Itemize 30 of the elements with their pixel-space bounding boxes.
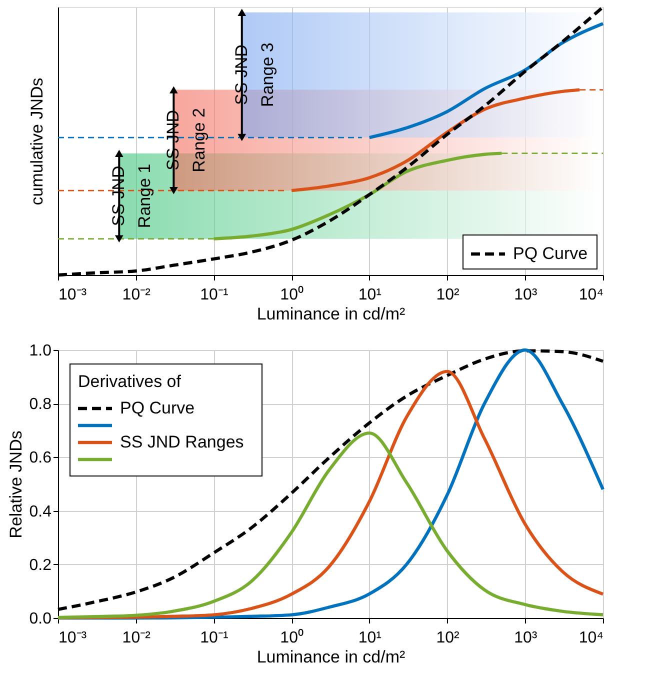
y-tick-label: 0.6 [29,450,52,467]
y-tick-label: 0.8 [29,396,52,414]
y-tick-label: 0.2 [29,556,52,574]
y-axis-title: cumulative JNDs [28,78,46,206]
x-tick-label: 10⁴ [578,286,604,304]
legend-label: SS JND Ranges [120,432,244,452]
x-axis-title: Luminance in cd/m² [256,304,406,324]
x-tick-label: 10⁰ [280,628,304,646]
y-tick-label: 1.0 [29,342,52,360]
x-tick-label: 10² [436,630,460,646]
x-tick-label: 10⁻³ [58,286,88,304]
x-tick-label: 10⁰ [280,286,304,304]
x-tick-label: 10⁴ [578,630,604,646]
x-tick-label: 10⁻³ [58,630,88,646]
x-tick-label: 10⁻² [122,630,152,646]
legend-label: PQ Curve [120,398,195,418]
y-tick-label: 0.0 [29,610,52,628]
x-tick-label: 10³ [514,286,538,304]
x-tick-label: 10¹ [358,286,382,304]
x-tick-label: 10² [436,286,460,304]
y-tick-label: 0.4 [29,503,52,520]
x-tick-label: 10¹ [358,630,382,646]
legend-title: Derivatives of [78,372,182,391]
x-tick-label: 10³ [514,630,538,646]
x-tick-label: 10⁻¹ [200,286,228,304]
x-tick-label: 10⁻² [122,286,152,304]
x-axis-title: Luminance in cd/m² [256,648,406,666]
y-axis-title: Relative JNDs [6,430,26,538]
legend-label: PQ Curve [513,244,588,263]
x-tick-label: 10⁻¹ [200,630,228,646]
